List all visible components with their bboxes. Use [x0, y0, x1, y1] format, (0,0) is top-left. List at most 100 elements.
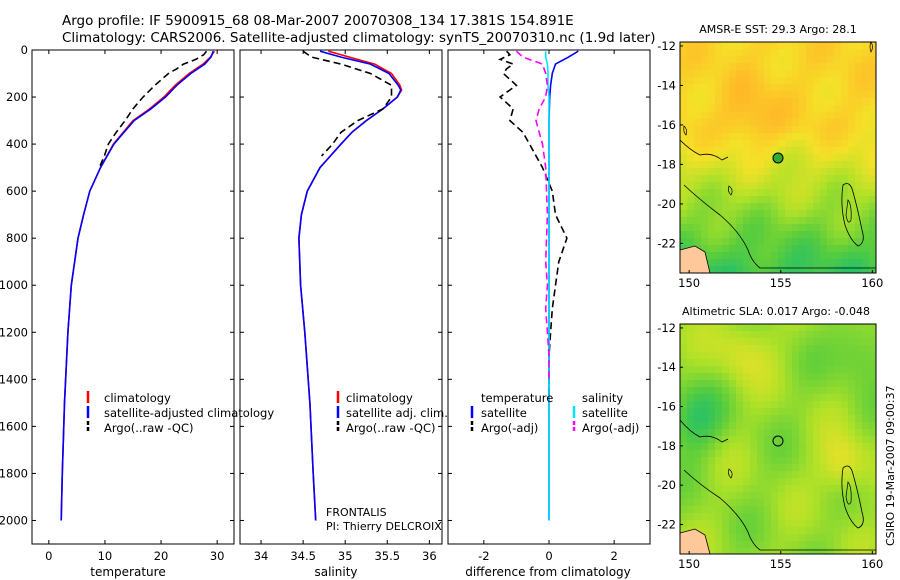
heatmap-cell [722, 63, 730, 71]
heatmap-cell [834, 70, 842, 78]
heatmap-cell [806, 527, 814, 535]
heatmap-cell [869, 56, 876, 64]
heatmap-cell [722, 380, 730, 388]
heatmap-cell [708, 182, 716, 190]
heatmap-cell [771, 147, 779, 155]
heatmap-cell [757, 217, 765, 225]
heatmap-cell [771, 478, 779, 486]
heatmap-cell [862, 224, 870, 232]
legend-label: Argo(-adj) [481, 421, 538, 435]
heatmap-cell [687, 478, 695, 486]
heatmap-cell [694, 520, 702, 528]
heatmap-cell [722, 331, 730, 339]
heatmap-cell [694, 457, 702, 465]
heatmap-cell [715, 84, 723, 92]
heatmap-cell [708, 189, 716, 197]
heatmap-cell [694, 373, 702, 381]
heatmap-cell [799, 345, 807, 353]
heatmap-cell [764, 485, 772, 493]
heatmap-cell [680, 387, 688, 395]
heatmap-cell [862, 478, 870, 486]
heatmap-cell [743, 119, 751, 127]
heatmap-cell [778, 331, 786, 339]
heatmap-cell [785, 182, 793, 190]
heatmap-cell [841, 189, 849, 197]
heatmap-cell [813, 415, 821, 423]
heatmap-cell [757, 401, 765, 409]
heatmap-cell [743, 63, 751, 71]
heatmap-cell [820, 436, 828, 444]
heatmap-cell [806, 436, 814, 444]
heatmap-cell [827, 98, 835, 106]
heatmap-cell [729, 56, 737, 64]
heatmap-cell [694, 126, 702, 134]
heatmap-cell [687, 485, 695, 493]
heatmap-cell [750, 175, 758, 183]
heatmap-cell [813, 140, 821, 148]
heatmap-cell [827, 112, 835, 120]
heatmap-cell [799, 98, 807, 106]
heatmap-cell [743, 436, 751, 444]
heatmap-cell [729, 387, 737, 395]
heatmap-cell [792, 70, 800, 78]
heatmap-cell [750, 548, 758, 554]
heatmap-cell [743, 175, 751, 183]
heatmap-cell [764, 534, 772, 542]
heatmap-cell [687, 492, 695, 500]
heatmap-cell [687, 394, 695, 402]
heatmap-cell [750, 541, 758, 549]
heatmap-cell [862, 373, 870, 381]
heatmap-cell [764, 231, 772, 239]
heatmap-cell [750, 105, 758, 113]
heatmap-cell [750, 168, 758, 176]
heatmap-cell [771, 56, 779, 64]
heatmap-cell [862, 119, 870, 127]
heatmap-cell [813, 345, 821, 353]
heatmap-cell [722, 324, 730, 332]
heatmap-cell [785, 450, 793, 458]
heatmap-cell [743, 133, 751, 141]
heatmap-cell [764, 352, 772, 360]
heatmap-cell [785, 266, 793, 273]
series-line-salinity-argo-adj- [515, 50, 550, 380]
heatmap-cell [834, 436, 842, 444]
heatmap-cell [820, 175, 828, 183]
heatmap-cell [764, 84, 772, 92]
legend-title: salinity [582, 391, 623, 405]
heatmap-cell [757, 189, 765, 197]
temperature-legend: climatology satellite-adjusted climatolo… [86, 391, 274, 435]
heatmap-cell [785, 443, 793, 451]
heatmap-cell [855, 259, 863, 267]
heatmap-cell [778, 224, 786, 232]
heatmap-cell [869, 77, 876, 85]
heatmap-cell [827, 415, 835, 423]
heatmap-cell [708, 380, 716, 388]
heatmap-cell [785, 534, 793, 542]
heatmap-cell [785, 112, 793, 120]
heatmap-cell [715, 56, 723, 64]
heatmap-cell [834, 464, 842, 472]
heatmap-cell [729, 245, 737, 253]
heatmap-cell [834, 147, 842, 155]
heatmap-cell [841, 485, 849, 493]
heatmap-cell [827, 338, 835, 346]
heatmap-cell [680, 352, 688, 360]
heatmap-cell [848, 140, 856, 148]
heatmap-cell [799, 457, 807, 465]
heatmap-cell [687, 77, 695, 85]
heatmap-cell [771, 133, 779, 141]
heatmap-cell [722, 359, 730, 367]
legend-label: satellite [481, 406, 527, 420]
heatmap-cell [848, 485, 856, 493]
heatmap-cell [708, 359, 716, 367]
heatmap-cell [799, 77, 807, 85]
heatmap-cell [841, 77, 849, 85]
heatmap-cell [820, 485, 828, 493]
heatmap-cell [771, 70, 779, 78]
heatmap-cell [820, 443, 828, 451]
heatmap-cell [869, 238, 876, 246]
heatmap-cell [792, 478, 800, 486]
heatmap-cell [869, 380, 876, 388]
heatmap-cell [757, 345, 765, 353]
heatmap-cell [722, 49, 730, 57]
